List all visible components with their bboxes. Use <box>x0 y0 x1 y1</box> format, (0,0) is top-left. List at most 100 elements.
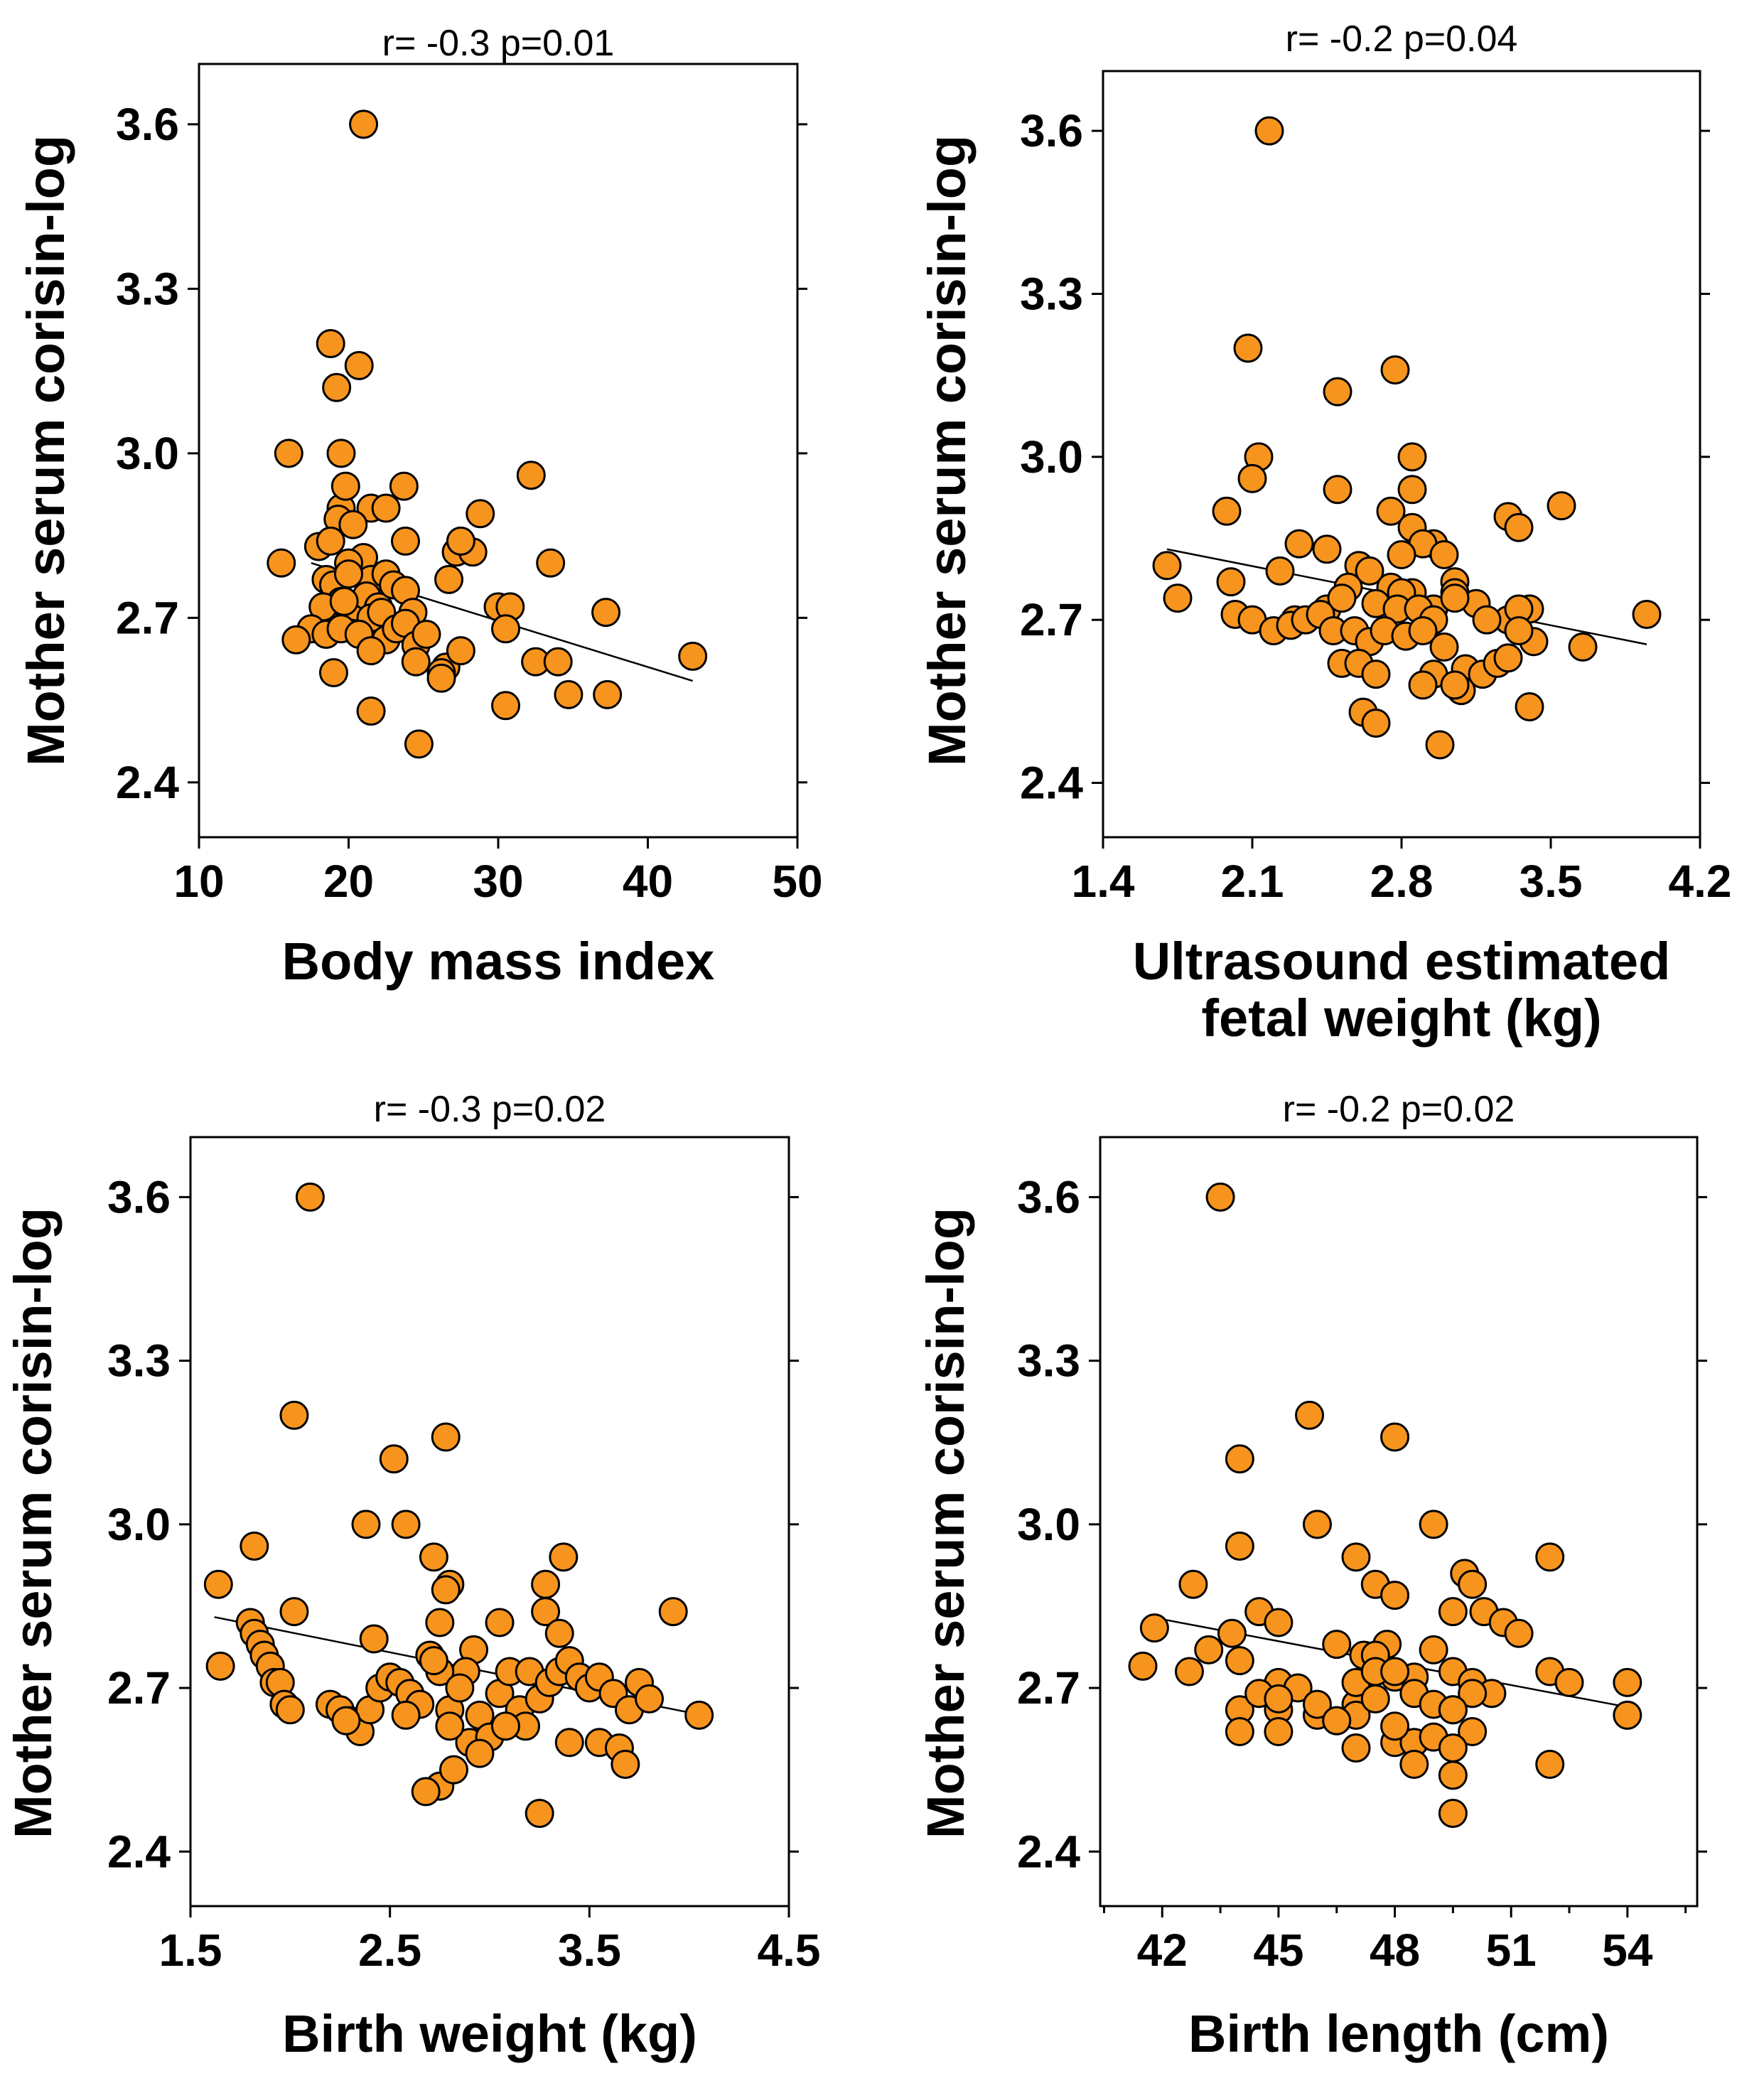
y-tick-label: 3.6 <box>1017 1171 1080 1222</box>
data-point <box>490 1711 520 1741</box>
data-point <box>635 1684 665 1714</box>
y-tick-label: 2.4 <box>107 1826 171 1877</box>
data-point <box>356 696 386 726</box>
y-tick-label: 2.4 <box>1017 1826 1080 1877</box>
data-point <box>1194 1635 1224 1664</box>
data-point <box>338 510 368 539</box>
data-point <box>1264 1716 1294 1746</box>
data-point <box>1613 1667 1642 1697</box>
y-tick-label: 3.6 <box>107 1171 171 1222</box>
x-tick-label: 3.5 <box>1520 856 1583 907</box>
data-point <box>591 598 621 628</box>
x-tick-label: 2.5 <box>358 1925 421 1976</box>
data-point <box>1458 1716 1488 1746</box>
x-tick-label: 1.5 <box>159 1925 222 1976</box>
y-tick-label: 2.7 <box>116 592 179 643</box>
data-point <box>554 1728 584 1758</box>
data-point <box>279 1597 309 1627</box>
data-point <box>1380 1711 1410 1741</box>
data-point <box>1174 1657 1204 1687</box>
stat-annotation: r= -0.2 p=0.02 <box>1283 1089 1515 1130</box>
data-point <box>1397 442 1427 472</box>
x-tick-label: 54 <box>1602 1925 1653 1976</box>
data-point <box>1264 1684 1294 1714</box>
x-tick-label: 2.8 <box>1370 856 1434 907</box>
data-point <box>543 647 573 677</box>
data-point <box>1225 1532 1254 1561</box>
data-point <box>1233 333 1263 363</box>
data-point <box>1341 1542 1371 1572</box>
data-point <box>1264 1608 1294 1637</box>
data-point <box>404 729 434 759</box>
data-point <box>359 1624 389 1654</box>
data-point <box>531 1569 561 1599</box>
x-tick-label: 3.5 <box>558 1925 621 1976</box>
data-point <box>1408 670 1438 700</box>
x-tick-label: 48 <box>1370 1925 1420 1976</box>
data-point <box>1361 708 1391 738</box>
data-point <box>1504 615 1534 645</box>
data-point <box>1380 355 1410 384</box>
y-tick-label: 3.6 <box>116 99 179 150</box>
data-point <box>525 1799 554 1829</box>
x-tick-label: 51 <box>1486 1925 1537 1976</box>
data-point <box>554 679 583 709</box>
y-tick-label: 2.4 <box>1020 758 1083 809</box>
data-point <box>1408 615 1438 645</box>
x-axis-label: fetal weight (kg) <box>1201 989 1601 1048</box>
data-point <box>326 439 356 468</box>
data-point <box>1323 377 1352 407</box>
data-point <box>593 679 623 709</box>
y-tick-label: 3.0 <box>1017 1499 1080 1550</box>
data-point <box>1438 1799 1468 1829</box>
data-point <box>1265 556 1295 586</box>
panel-birth-length: 2.4 2.7 3.0 3.3 3.6 42 45 48 51 54 r= -0.2 p=0.02 M… <box>916 1089 1707 2063</box>
y-tick-label: 3.6 <box>1020 105 1083 156</box>
data-point <box>1355 556 1384 586</box>
data-point <box>1152 551 1182 581</box>
data-point <box>275 1695 305 1725</box>
data-point <box>391 1510 421 1539</box>
data-point <box>434 564 464 594</box>
y-tick-label: 3.3 <box>1020 268 1083 319</box>
data-point <box>1515 692 1544 722</box>
data-point <box>1438 1597 1468 1627</box>
data-point <box>1387 539 1416 569</box>
data-point <box>1632 600 1662 630</box>
stat-annotation: r= -0.3 p=0.02 <box>374 1089 606 1130</box>
y-tick-label: 2.7 <box>1017 1662 1080 1714</box>
x-tick-label: 2.1 <box>1221 856 1284 907</box>
y-tick-label: 3.3 <box>1017 1335 1080 1387</box>
data-point <box>1302 1689 1332 1719</box>
data-point <box>1458 1569 1488 1599</box>
panel-fetal-weight: 2.4 2.7 3.0 3.3 3.6 1.4 2.1 2.8 3.5 4.2 r= -0.2 p=… <box>918 18 1731 1048</box>
data-point <box>1361 660 1391 689</box>
data-point <box>1327 583 1357 613</box>
data-point <box>401 647 431 677</box>
data-point <box>419 1646 448 1676</box>
data-point <box>465 1738 495 1768</box>
data-point <box>1139 1613 1169 1643</box>
data-point <box>1397 475 1427 505</box>
y-tick-label: 2.4 <box>116 757 179 808</box>
data-point <box>1322 1630 1352 1659</box>
data-point <box>1429 632 1459 662</box>
stat-annotation: r= -0.2 p=0.04 <box>1286 18 1518 60</box>
data-point <box>446 526 475 556</box>
x-axis-label: Birth weight (kg) <box>282 2004 697 2063</box>
data-point <box>274 439 303 468</box>
data-point <box>316 329 345 359</box>
data-point <box>1554 1667 1584 1697</box>
data-point <box>371 493 401 523</box>
data-point <box>351 1510 381 1539</box>
x-tick-label: 42 <box>1137 1925 1188 1976</box>
data-point <box>1472 605 1502 635</box>
data-point <box>1128 1651 1158 1681</box>
data-point <box>446 636 475 666</box>
plot-frame <box>1099 1136 1699 1908</box>
data-point <box>485 1608 515 1637</box>
data-point <box>1399 1749 1429 1779</box>
data-point <box>1163 583 1193 613</box>
data-point <box>491 691 521 721</box>
